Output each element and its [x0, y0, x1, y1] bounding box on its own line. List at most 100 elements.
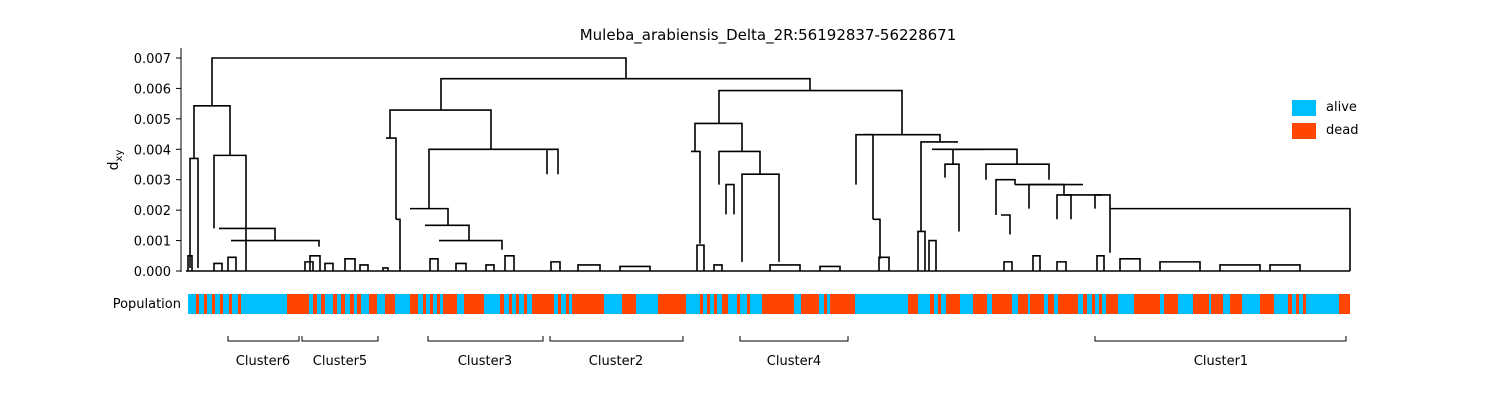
dendrogram-leaf-link — [577, 264, 601, 271]
population-dead-segment — [558, 294, 561, 314]
dendrogram-leaf-link — [928, 239, 937, 271]
population-dead-segment — [1092, 294, 1095, 314]
dendrogram-link — [995, 178, 1016, 216]
population-dead-segment — [369, 294, 377, 314]
population-dead-segment — [700, 294, 703, 314]
population-dead-segment — [423, 294, 426, 314]
cluster-label-cluster1: Cluster1 — [1194, 354, 1248, 369]
population-dead-segment — [946, 294, 960, 314]
dendrogram-leaf-link — [382, 267, 389, 271]
dendrogram-leaf-link — [504, 254, 515, 271]
y-tick-label: 0.007 — [134, 52, 171, 67]
dendrogram-link — [1001, 214, 1011, 235]
population-dead-segment — [313, 294, 317, 314]
dendrogram-link — [725, 183, 735, 215]
dendrogram-link — [386, 137, 397, 220]
population-dead-segment — [707, 294, 710, 314]
population-dead-segment — [524, 294, 527, 314]
population-dead-segment — [1339, 294, 1350, 314]
dendrogram-leaf-link — [429, 258, 439, 271]
dendrogram-leaf-link — [878, 256, 890, 271]
population-dead-segment — [385, 294, 395, 314]
dendrogram-link — [425, 224, 470, 241]
population-dead-segment — [287, 294, 309, 314]
population-dead-segment — [1211, 294, 1223, 314]
dendrogram-link — [440, 77, 811, 111]
population-dead-segment — [722, 294, 728, 314]
chart-title: Muleba_arabiensis_Delta_2R:56192837-5622… — [580, 26, 957, 45]
y-axis: 0.000 0.001 0.002 0.003 0.004 0.005 0.006 0.007… — [106, 48, 182, 280]
dendrogram-link — [920, 141, 958, 232]
dendrogram-leaf-link — [1269, 264, 1301, 271]
population-dead-segment — [737, 294, 740, 314]
cluster-label-cluster2: Cluster2 — [589, 354, 643, 369]
population-dead-segment — [443, 294, 457, 314]
population-dead-segment — [229, 294, 232, 314]
population-dead-segment — [516, 294, 519, 314]
dendrogram-leaf-link — [1219, 264, 1261, 271]
dendrogram-leaf-link — [324, 262, 334, 271]
population-dead-segment — [410, 294, 418, 314]
legend-label-dead: dead — [1326, 123, 1358, 138]
population-bar — [188, 294, 1350, 314]
population-dead-segment — [824, 294, 827, 314]
population-dead-segment — [1230, 294, 1242, 314]
dendrogram-link — [741, 173, 780, 262]
population-dead-segment — [1083, 294, 1087, 314]
y-tick-label: 0.005 — [134, 113, 171, 128]
population-dead-segment — [341, 294, 345, 314]
dendrogram-link — [944, 163, 960, 232]
dendrogram-link — [1056, 194, 1072, 220]
population-dead-segment — [1048, 294, 1054, 314]
dendrogram-leaf-link — [187, 254, 193, 271]
y-axis-label: dxy — [106, 150, 125, 171]
population-dead-segment — [1288, 294, 1292, 314]
legend-swatch-alive — [1292, 100, 1316, 116]
cluster-bracket — [739, 336, 849, 342]
dendrogram-leaf-link — [819, 265, 841, 271]
dendrogram-leaf-link — [485, 264, 495, 271]
dendrogram-leaf-link — [1056, 261, 1067, 271]
population-dead-segment — [430, 294, 433, 314]
dendrogram-leaf-link — [344, 258, 356, 271]
dendrogram-leaf-link — [304, 261, 314, 271]
population-dead-segment — [572, 294, 604, 314]
dendrogram-leaf-link — [213, 262, 223, 271]
dendrogram-link — [985, 163, 1050, 180]
population-dead-segment — [841, 294, 855, 314]
dendrogram-leaf-link — [309, 254, 321, 271]
legend-swatch-dead — [1292, 123, 1316, 139]
cluster-label-cluster6: Cluster6 — [236, 354, 290, 369]
population-dead-segment — [321, 294, 325, 314]
population-dead-segment — [1296, 294, 1299, 314]
cluster-label-cluster3: Cluster3 — [458, 354, 512, 369]
dendrogram-link — [691, 150, 701, 244]
dendrogram-link — [864, 133, 941, 142]
dendrogram-link — [211, 57, 627, 106]
cluster-bracket — [427, 336, 544, 342]
y-tick-label: 0.002 — [134, 204, 171, 219]
dendrogram-link — [718, 89, 903, 135]
dendrogram-link — [213, 154, 247, 271]
population-label: Population — [113, 297, 181, 312]
population-dead-segment — [938, 294, 941, 314]
cluster-bracket — [301, 336, 379, 342]
dendrogram-tree — [186, 57, 1351, 272]
dendrogram-leaf-link — [1119, 258, 1141, 271]
dendrogram-leaf-link — [359, 264, 369, 271]
population-dead-segment — [1058, 294, 1078, 314]
population-dead-segment — [1260, 294, 1274, 314]
population-dead-segment — [532, 294, 554, 314]
y-tick-label: 0.003 — [134, 174, 171, 189]
population-dead-segment — [714, 294, 717, 314]
dendrogram-leaf-link — [550, 261, 561, 271]
dendrogram-leaf-link — [1032, 254, 1041, 271]
dendrogram-leaf-link — [619, 265, 651, 271]
dendrogram-link — [694, 122, 743, 152]
population-dead-segment — [1099, 294, 1102, 314]
dendrogram-link — [546, 148, 559, 175]
cluster-bracket — [1094, 336, 1347, 342]
population-dead-segment — [566, 294, 569, 314]
